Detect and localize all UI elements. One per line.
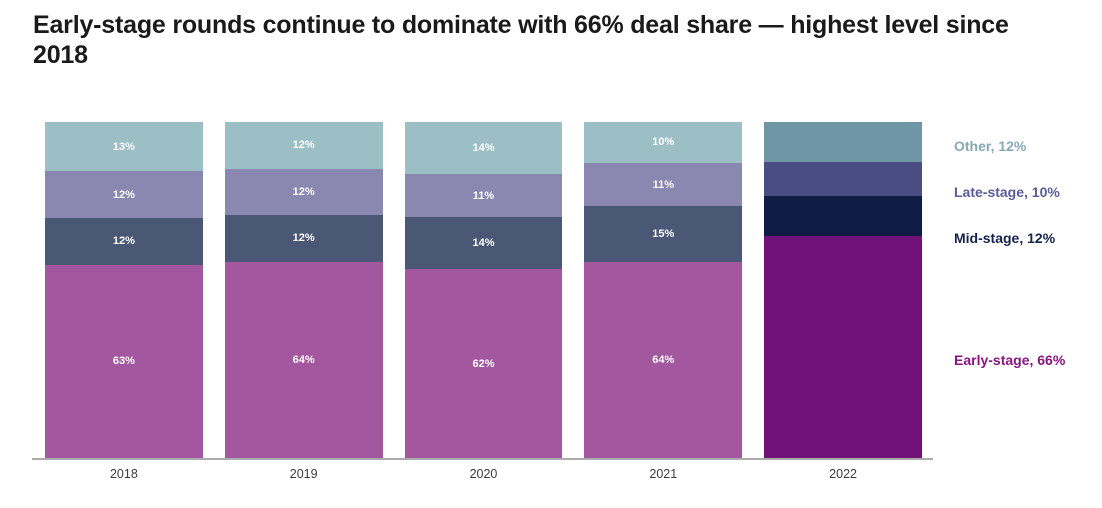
bar-2022 (764, 122, 922, 458)
segment-value-label: 63% (112, 355, 135, 368)
segment-other-2019: 12% (224, 122, 383, 169)
segment-value-label: 12% (292, 185, 315, 198)
segment-late-stage-2018: 12% (45, 171, 203, 218)
segment-late-stage-2022 (764, 162, 922, 196)
x-tick-label-2022: 2022 (829, 467, 857, 481)
segment-early-stage-2019: 64% (224, 261, 383, 458)
segment-late-stage-2019: 12% (224, 168, 383, 216)
bar-2021: 10% 11% 15% 64% (584, 122, 743, 458)
x-axis-labels: 2018 2019 2020 2021 2022 (32, 467, 933, 481)
chart-title: Early-stage rounds continue to dominate … (33, 11, 1009, 69)
segment-value-label: 11% (652, 178, 674, 191)
legend-item-early-stage: Early-stage, 66% (954, 352, 1066, 369)
segment-value-label: 13% (112, 140, 135, 153)
segment-other-2020: 14% (404, 122, 563, 174)
bar-2018: 13% 12% 12% 63% (45, 122, 203, 458)
bar-2020: 14% 11% 14% 62% (404, 122, 563, 458)
x-tick-label-2021: 2021 (649, 467, 678, 481)
x-tick-label-2020: 2020 (469, 467, 498, 481)
segment-early-stage-2018: 63% (45, 264, 203, 458)
segment-value-label: 64% (652, 353, 675, 366)
segment-mid-stage-2021: 15% (584, 206, 743, 262)
segment-mid-stage-2020: 14% (404, 217, 563, 270)
segment-value-label: 11% (472, 189, 495, 202)
segment-mid-stage-2018: 12% (45, 218, 203, 265)
segment-value-label: 10% (652, 136, 675, 149)
segment-value-label: 12% (292, 232, 315, 245)
segment-late-stage-2020: 11% (404, 173, 563, 218)
plot-area: 13% 12% 12% 63% 12% 12% 12% 64% 14% 11% 14% 62% 10% 1… (32, 122, 933, 481)
stacked-bar-chart: 13% 12% 12% 63% 12% 12% 12% 64% 14% 11% 14% 62% 10% 1… (32, 122, 1102, 481)
legend-item-late-stage: Late-stage, 10% (954, 184, 1060, 201)
segment-early-stage-2020: 62% (404, 269, 563, 458)
segment-value-label: 64% (292, 353, 315, 366)
segment-late-stage-2021: 11% (584, 162, 743, 207)
segment-value-label: 12% (292, 139, 315, 152)
bars-container: 13% 12% 12% 63% 12% 12% 12% 64% 14% 11% 14% 62% 10% 1… (32, 122, 933, 460)
bar-2019: 12% 12% 12% 64% (224, 122, 383, 458)
segment-value-label: 12% (112, 188, 135, 201)
segment-other-2022 (764, 122, 922, 163)
legend-item-mid-stage: Mid-stage, 12% (954, 230, 1056, 247)
segment-value-label: 15% (652, 228, 675, 241)
segment-value-label: 14% (472, 141, 495, 154)
segment-other-2021: 10% (584, 122, 743, 163)
segment-value-label: 62% (472, 357, 495, 370)
segment-mid-stage-2019: 12% (224, 215, 383, 262)
segment-other-2018: 13% (45, 122, 203, 172)
segment-value-label: 12% (112, 235, 135, 248)
legend: Other, 12% Late-stage, 10% Mid-stage, 12% E… (933, 122, 1102, 458)
segment-early-stage-2021: 64% (584, 261, 743, 458)
x-tick-label-2018: 2018 (109, 467, 138, 481)
x-tick-label-2019: 2019 (289, 467, 318, 481)
legend-item-other: Other, 12% (954, 138, 1027, 155)
segment-mid-stage-2022 (764, 195, 922, 237)
segment-early-stage-2022 (764, 236, 922, 458)
segment-value-label: 14% (472, 237, 495, 250)
